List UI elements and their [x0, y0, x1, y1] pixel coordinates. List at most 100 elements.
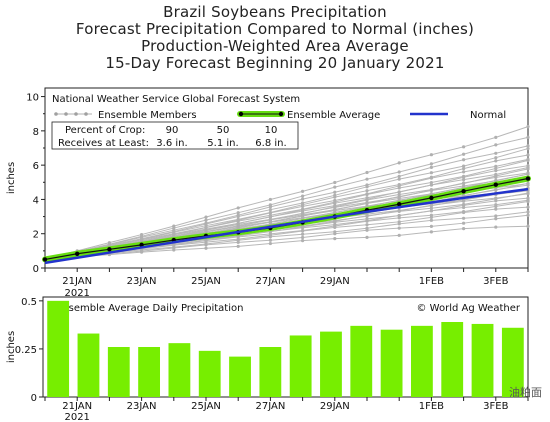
ensemble-member-point: [494, 225, 498, 229]
ensemble-member-point: [429, 180, 433, 185]
ensemble-member-point: [236, 211, 240, 215]
ensemble-member-point: [429, 209, 433, 213]
watermark-text: © World Ag Weather: [417, 303, 521, 314]
ensemble-member-point: [526, 153, 530, 157]
source-label: National Weather Service Global Forecast…: [52, 94, 300, 105]
ensemble-member-point: [429, 176, 433, 180]
ensemble-member-point: [494, 199, 498, 203]
ensemble-member-point: [301, 235, 305, 240]
ensemble-member-point: [204, 243, 208, 247]
ensemble-member-point: [397, 216, 401, 220]
ensemble-member-point: [204, 215, 208, 219]
ensemble-member-point: [204, 246, 208, 250]
ensemble-member-point: [301, 197, 305, 201]
ensemble-member-point: [526, 224, 530, 228]
precip-bar: [471, 323, 494, 397]
bottom-plot-frame: [42, 296, 529, 398]
precip-bar: [289, 335, 312, 397]
crop-row1-value: 90: [166, 125, 179, 136]
bar-chart-title: Ensemble Average Daily Precipitation: [56, 303, 243, 314]
ensemble-member-point: [462, 152, 466, 156]
ensemble-member-point: [397, 170, 401, 174]
ensemble-member-point: [333, 236, 337, 241]
ensemble-member-point: [268, 211, 272, 215]
ensemble-member-point: [526, 210, 530, 214]
ensemble-member-point: [462, 158, 466, 162]
ensemble-member-point: [397, 222, 401, 226]
ensemble-member-point: [268, 197, 272, 202]
ensemble-member-point: [494, 166, 498, 171]
crop-row1-value: 50: [217, 125, 230, 136]
ensemble-member-point: [333, 225, 337, 229]
ensemble-member-point: [526, 183, 530, 187]
ensemble-member-point: [462, 164, 466, 168]
ensemble-member-point: [526, 191, 530, 195]
ensemble-member-point: [462, 203, 466, 207]
ensemble-member-point: [333, 185, 337, 189]
x-tick-label: 27JAN: [255, 276, 285, 287]
ensemble-average-point: [107, 247, 112, 252]
ensemble-member-point: [333, 190, 337, 194]
y-tick-label: 2: [33, 230, 39, 241]
ensemble-average-point: [139, 242, 144, 248]
ensemble-member-point: [526, 146, 530, 151]
ensemble-member-point: [140, 250, 144, 254]
ensemble-member-point: [236, 219, 240, 223]
ensemble-member-point: [526, 124, 530, 129]
ensemble-member-point: [268, 241, 272, 246]
ensemble-member-point: [397, 226, 401, 230]
ensemble-member-point: [462, 216, 466, 220]
crop-row1-value: 10: [265, 125, 278, 136]
ensemble-member-point: [301, 229, 305, 233]
ensemble-member-point: [268, 205, 272, 209]
ensemble-member-point: [397, 198, 401, 202]
precip-bar: [501, 327, 524, 397]
legend-members-point: [64, 112, 68, 116]
precip-bar: [380, 329, 403, 397]
ensemble-member-point: [526, 199, 530, 204]
ensemble-member-point: [301, 226, 305, 230]
ensemble-member-point: [494, 175, 498, 179]
precip-bar: [229, 356, 251, 397]
normal-line: [44, 187, 529, 265]
ensemble-member-point: [301, 232, 305, 236]
ensemble-member-point: [365, 228, 369, 232]
x-tick-label: 25JAN: [191, 276, 221, 287]
ensemble-member-point: [236, 214, 240, 219]
title-line-2: Forecast Precipitation Compared to Norma…: [75, 20, 475, 38]
ensemble-member-point: [301, 204, 305, 208]
ensemble-member-point: [462, 178, 466, 182]
ensemble-member-point: [526, 135, 530, 139]
ensemble-member-point: [462, 205, 466, 210]
bar-x-year-label: 2021: [64, 412, 89, 422]
bar-y-tick-label: 0: [31, 393, 37, 404]
ensemble-member-point: [462, 175, 466, 179]
ensemble-member-point: [365, 223, 369, 227]
bar-x-tick-label: 23JAN: [127, 401, 157, 412]
precip-bar: [320, 331, 342, 397]
ensemble-member-point: [365, 170, 369, 175]
legend-members-point: [84, 112, 88, 116]
bar-x-tick-label: 21JAN: [62, 401, 92, 412]
ensemble-member-point: [462, 181, 466, 185]
x-tick-label: 23JAN: [127, 276, 157, 287]
x-year-label: 2021: [64, 288, 89, 299]
y-tick-label: 6: [33, 161, 39, 172]
ensemble-member-point: [268, 238, 272, 242]
ensemble-member-point: [526, 158, 530, 162]
ensemble-member-point: [236, 240, 240, 244]
ensemble-member-line: [44, 126, 529, 260]
title-line-1: Brazil Soybeans Precipitation: [163, 3, 387, 21]
ensemble-member-point: [494, 159, 498, 163]
y-tick-label: 10: [26, 93, 39, 104]
ensemble-member-point: [365, 219, 369, 223]
legend-members-point: [54, 112, 58, 116]
ensemble-member-point: [397, 186, 401, 190]
ensemble-member-point: [494, 143, 498, 147]
bar-x-tick-label: 25JAN: [191, 401, 221, 412]
ensemble-member-point: [462, 167, 466, 171]
precip-bar: [138, 347, 161, 397]
crop-row2-value: 6.8 in.: [255, 138, 286, 149]
bar-y-tick-label: 0.5: [21, 297, 37, 308]
chart-title-block: Brazil Soybeans Precipitation Forecast P…: [0, 4, 550, 72]
